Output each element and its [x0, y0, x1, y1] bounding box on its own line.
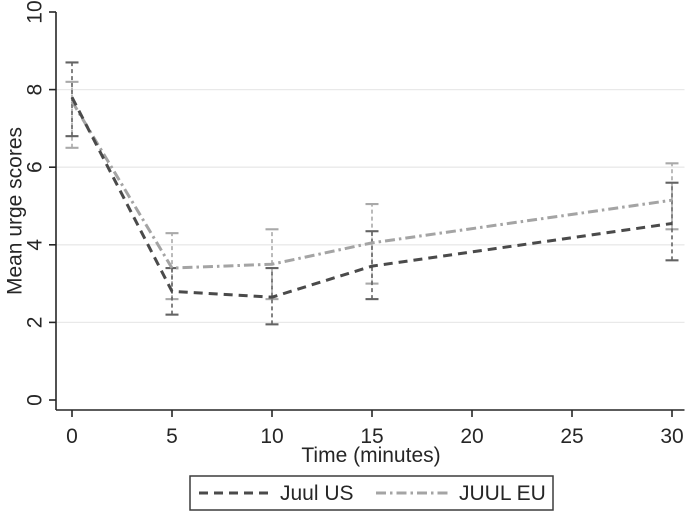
y-axis-title: Mean urge scores [4, 127, 27, 295]
x-tick-label: 30 [660, 425, 683, 448]
x-tick-label: 0 [66, 425, 78, 448]
x-tick-label: 5 [166, 425, 178, 448]
error-bars-layer [65, 61, 679, 326]
x-tick-label: 10 [260, 425, 283, 448]
legend-label-juul-us: Juul US [280, 482, 354, 505]
x-axis-title: Time (minutes) [301, 444, 440, 467]
y-tick-label: 0 [24, 394, 47, 406]
x-tick-label: 15 [360, 425, 383, 448]
series-layer [70, 96, 673, 299]
legend-box [189, 475, 554, 511]
series-line-juul-us [70, 96, 673, 299]
x-tick-label: 25 [560, 425, 583, 448]
y-tick-label: 8 [24, 84, 47, 96]
gridlines-layer [56, 88, 685, 324]
x-tick-label: 20 [460, 425, 483, 448]
y-tick-label: 6 [24, 161, 47, 173]
legend-label-juul-eu: JUUL EU [459, 482, 546, 505]
series-line-juul-eu [70, 100, 673, 270]
y-tick-label: 10 [24, 0, 47, 23]
legend: Juul US JUUL EU [189, 475, 554, 511]
y-tick-label: 2 [24, 317, 47, 329]
ticks-layer: 0 2 4 6 8 10 0 5 10 15 20 25 30 [24, 0, 684, 448]
y-tick-label: 4 [24, 239, 47, 251]
